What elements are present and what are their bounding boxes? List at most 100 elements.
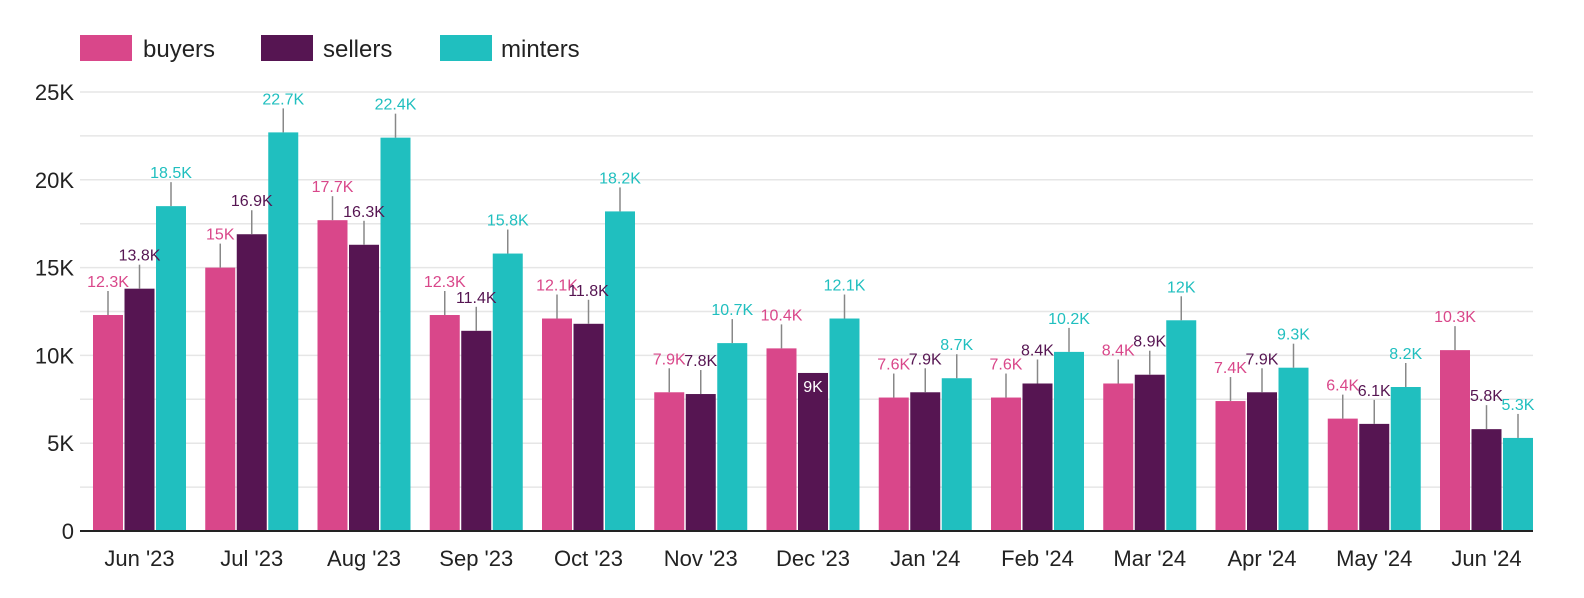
data-label-minters: 8.7K [940, 337, 973, 354]
legend-label-minters: minters [501, 36, 580, 63]
data-label-sellers: 8.9K [1133, 334, 1166, 351]
y-tick-label: 0 [62, 519, 74, 544]
data-label-sellers: 6.1K [1358, 383, 1391, 400]
data-label-sellers: 7.9K [909, 351, 942, 368]
bar-sellers [1359, 423, 1390, 531]
legend-item-minters[interactable]: minters [440, 35, 580, 63]
data-label-buyers: 10.3K [1434, 309, 1476, 326]
legend-swatch-sellers [261, 35, 313, 61]
y-tick-label: 20K [35, 168, 74, 193]
data-label-minters: 22.7K [262, 91, 304, 108]
bar-minters [1503, 437, 1533, 531]
bars [93, 132, 1533, 532]
bar-buyers [317, 220, 348, 532]
bar-sellers [236, 234, 267, 531]
data-label-buyers: 12.3K [424, 274, 466, 291]
bar-sellers [1134, 374, 1165, 531]
data-label-buyers: 12.3K [87, 274, 129, 291]
legend-swatch-minters [440, 35, 492, 61]
data-label-buyers: 17.7K [312, 179, 354, 196]
data-label-buyers: 15K [206, 227, 235, 244]
bar-sellers [1022, 383, 1053, 531]
bar-buyers [991, 397, 1021, 531]
label-leaders [107, 108, 1519, 438]
data-label-buyers: 7.6K [877, 357, 910, 374]
x-tick-label: Apr '24 [1227, 546, 1296, 571]
bar-minters [156, 206, 186, 531]
bar-minters [1390, 387, 1421, 531]
bar-minters [380, 137, 411, 531]
data-label-buyers: 10.4K [761, 307, 803, 324]
y-tick-label: 5K [47, 431, 74, 456]
data-label-minters: 5.3K [1502, 397, 1535, 414]
bar-minters [1054, 351, 1084, 531]
data-label-minters: 12.1K [824, 278, 866, 295]
data-label-buyers: 7.9K [653, 351, 686, 368]
bar-buyers [542, 318, 572, 531]
bar-buyers [878, 397, 909, 531]
x-tick-label: Jun '24 [1451, 546, 1521, 571]
x-tick-label: Feb '24 [1001, 546, 1074, 571]
data-label-minters: 8.2K [1389, 346, 1422, 363]
x-tick-label: Oct '23 [554, 546, 623, 571]
x-axis: Jun '23 Jul '23 Aug '23 Sep '23 Oct '23 Nov '… [80, 530, 1533, 571]
bar-sellers [1471, 429, 1502, 531]
data-label-sellers: 16.9K [231, 193, 273, 210]
data-label-buyers: 7.4K [1214, 360, 1247, 377]
bar-sellers [349, 244, 379, 531]
bar-minters [829, 318, 860, 531]
bar-minters [941, 378, 972, 531]
data-label-buyers: 8.4K [1102, 342, 1135, 359]
data-label-buyers: 7.6K [990, 357, 1023, 374]
bar-sellers [461, 330, 492, 531]
data-label-sellers: 13.8K [119, 248, 161, 265]
data-label-minters: 9.3K [1277, 327, 1310, 344]
bar-minters [268, 132, 299, 531]
data-label-sellers: 8.4K [1021, 342, 1054, 359]
x-tick-label: Nov '23 [664, 546, 738, 571]
bar-buyers [1103, 383, 1134, 531]
bar-sellers [685, 394, 716, 531]
legend: buyers sellers minters [80, 35, 580, 63]
data-label-buyers: 6.4K [1326, 378, 1359, 395]
bar-minters [1166, 320, 1197, 531]
data-label-minters: 15.8K [487, 213, 529, 230]
x-tick-label: Mar '24 [1113, 546, 1186, 571]
data-label-minters: 18.2K [599, 170, 641, 187]
data-label-sellers: 11.8K [568, 283, 609, 300]
legend-item-buyers[interactable]: buyers [80, 35, 215, 63]
bar-sellers [573, 323, 604, 531]
bar-buyers [93, 315, 123, 531]
bar-sellers [124, 288, 155, 531]
bar-buyers [1327, 418, 1358, 531]
y-tick-label: 25K [35, 80, 74, 105]
data-label-sellers: 9K [803, 379, 823, 396]
bar-minters [605, 211, 635, 531]
x-tick-label: Jul '23 [220, 546, 283, 571]
x-tick-label: May '24 [1336, 546, 1412, 571]
bar-minters [1278, 367, 1309, 531]
data-label-sellers: 7.8K [684, 353, 717, 370]
bar-buyers [654, 392, 685, 531]
bar-minters [492, 253, 523, 531]
data-label-minters: 10.7K [711, 302, 753, 319]
data-label-minters: 10.2K [1048, 311, 1090, 328]
data-label-minters: 22.4K [375, 97, 417, 114]
legend-label-sellers: sellers [323, 36, 392, 63]
data-label-minters: 18.5K [150, 165, 192, 182]
x-tick-label: Jan '24 [890, 546, 960, 571]
bar-buyers [1440, 350, 1470, 531]
bar-sellers [1247, 392, 1277, 531]
y-tick-label: 10K [35, 343, 74, 368]
bar-minters [717, 343, 748, 531]
legend-item-sellers[interactable]: sellers [261, 35, 392, 63]
bar-buyers [766, 348, 797, 531]
legend-swatch-buyers [80, 35, 132, 61]
x-tick-label: Jun '23 [104, 546, 174, 571]
x-tick-label: Aug '23 [327, 546, 401, 571]
y-axis: 0 5K 10K 15K 20K 25K [35, 80, 74, 544]
data-label-buyers: 12.1K [536, 278, 578, 295]
data-label-sellers: 11.4K [456, 290, 497, 307]
y-tick-label: 15K [35, 256, 74, 281]
